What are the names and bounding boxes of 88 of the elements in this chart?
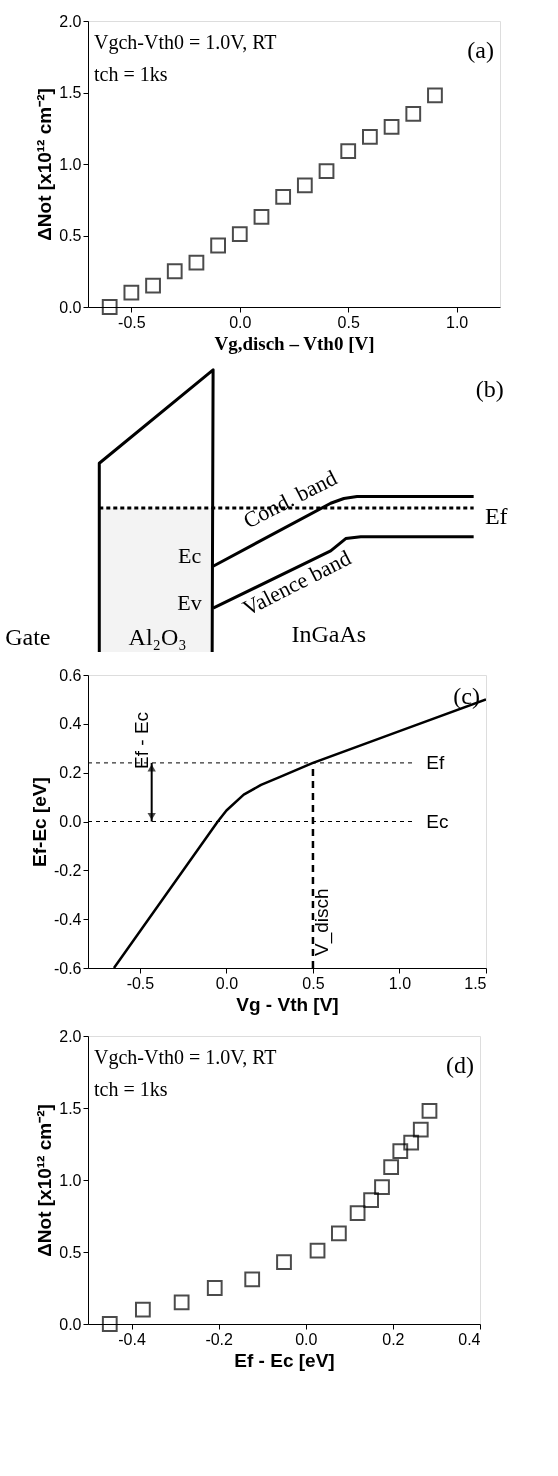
annotation: Ef - Ec — [130, 711, 152, 769]
point — [318, 163, 335, 180]
point — [309, 1242, 326, 1259]
x-axis-title: Vg - Vth [V] — [236, 993, 339, 1015]
annotation: (d) — [446, 1052, 474, 1078]
point — [206, 1280, 223, 1296]
x-tick-label: -0.2 — [205, 1330, 234, 1348]
text: Al₂O₃ — [128, 623, 187, 650]
y-axis-title: ΔNot [x10¹² cm⁻²] — [34, 88, 56, 241]
y-tick-label: -0.6 — [53, 959, 82, 977]
y-tick-label: 0.4 — [59, 715, 82, 733]
ref-line-label: Ec — [426, 810, 449, 832]
annotation: tch = 1ks — [94, 63, 168, 85]
point — [421, 1102, 438, 1119]
point — [392, 1143, 409, 1160]
point — [276, 1254, 292, 1270]
point — [145, 277, 161, 294]
y-axis-title: Ef-Ec [eV] — [28, 777, 50, 867]
point — [253, 209, 270, 225]
point — [166, 263, 183, 280]
point — [363, 1192, 379, 1209]
point — [231, 226, 248, 242]
point — [244, 1271, 261, 1288]
point — [340, 143, 357, 160]
x-tick-label: 0.0 — [229, 313, 252, 331]
point — [374, 1179, 390, 1196]
x-tick-label: 0.0 — [215, 974, 239, 992]
y-tick-label: 1.0 — [59, 1171, 82, 1189]
point — [405, 106, 422, 122]
point — [383, 1159, 400, 1175]
text: Ef — [484, 502, 508, 529]
x-tick-label: 1.5 — [464, 974, 487, 992]
x-tick-label: 0.0 — [295, 1330, 318, 1348]
y-tick-label: 2.0 — [59, 1027, 82, 1045]
y-tick-label: -0.2 — [53, 861, 82, 879]
annotation: Vgch-Vth0 = 1.0V, RT — [94, 1046, 277, 1069]
point — [383, 118, 400, 135]
y-tick-label: 0.2 — [59, 764, 82, 782]
point — [349, 1205, 366, 1222]
point — [210, 237, 226, 254]
y-tick-label: 1.5 — [59, 84, 82, 101]
x-tick-label: 1.0 — [388, 974, 412, 992]
y-tick-label: 2.0 — [59, 12, 82, 30]
y-tick-label: 0.6 — [59, 666, 82, 684]
y-tick-label: -0.4 — [53, 910, 82, 928]
point — [101, 1316, 118, 1332]
annotation: (c) — [453, 683, 480, 709]
y-tick-label: 0.5 — [59, 1243, 82, 1261]
annotation: tch = 1ks — [94, 1078, 168, 1100]
point — [123, 284, 140, 301]
x-tick-label: -0.4 — [118, 1330, 146, 1348]
text: Ec — [177, 542, 202, 568]
point — [173, 1294, 190, 1311]
text: Gate — [5, 623, 51, 650]
point — [362, 128, 378, 145]
point — [275, 189, 292, 205]
y-tick-label: 0.0 — [59, 298, 82, 316]
text: Valence band — [238, 545, 355, 621]
y-tick-label: 0.5 — [59, 227, 82, 244]
point — [412, 1121, 429, 1138]
y-tick-label: 0.0 — [59, 1315, 82, 1333]
point — [403, 1134, 420, 1151]
text: (b) — [475, 375, 504, 402]
x-axis-title: Vg,disch – Vth0 [V] — [214, 332, 375, 354]
x-tick-label: -0.5 — [126, 974, 155, 992]
x-tick-label: 1.0 — [446, 313, 469, 331]
point — [330, 1225, 347, 1242]
y-tick-label: 1.5 — [59, 1099, 82, 1117]
ref-line-label: V_disch — [310, 888, 333, 956]
annotation: Vgch-Vth0 = 1.0V, RT — [94, 31, 277, 54]
x-tick-label: 0.5 — [302, 974, 325, 992]
y-axis-title: ΔNot [x10¹² cm⁻²] — [34, 1104, 56, 1257]
point — [296, 177, 313, 194]
x-tick-label: 0.4 — [458, 1330, 481, 1348]
point — [101, 299, 118, 315]
annotation: (a) — [467, 37, 494, 63]
x-tick-label: 0.2 — [382, 1330, 405, 1348]
y-tick-label: 0.0 — [59, 813, 82, 830]
point — [134, 1301, 151, 1318]
text: Ev — [177, 590, 202, 616]
x-tick-label: 0.5 — [337, 313, 360, 331]
x-axis-title: Ef - Ec [eV] — [234, 1349, 335, 1371]
ref-line-label: Ef — [426, 751, 445, 773]
point — [188, 254, 205, 271]
text: InGaAs — [291, 620, 367, 647]
y-tick-label: 1.0 — [59, 155, 82, 173]
point — [427, 87, 443, 104]
x-tick-label: -0.5 — [118, 313, 146, 331]
